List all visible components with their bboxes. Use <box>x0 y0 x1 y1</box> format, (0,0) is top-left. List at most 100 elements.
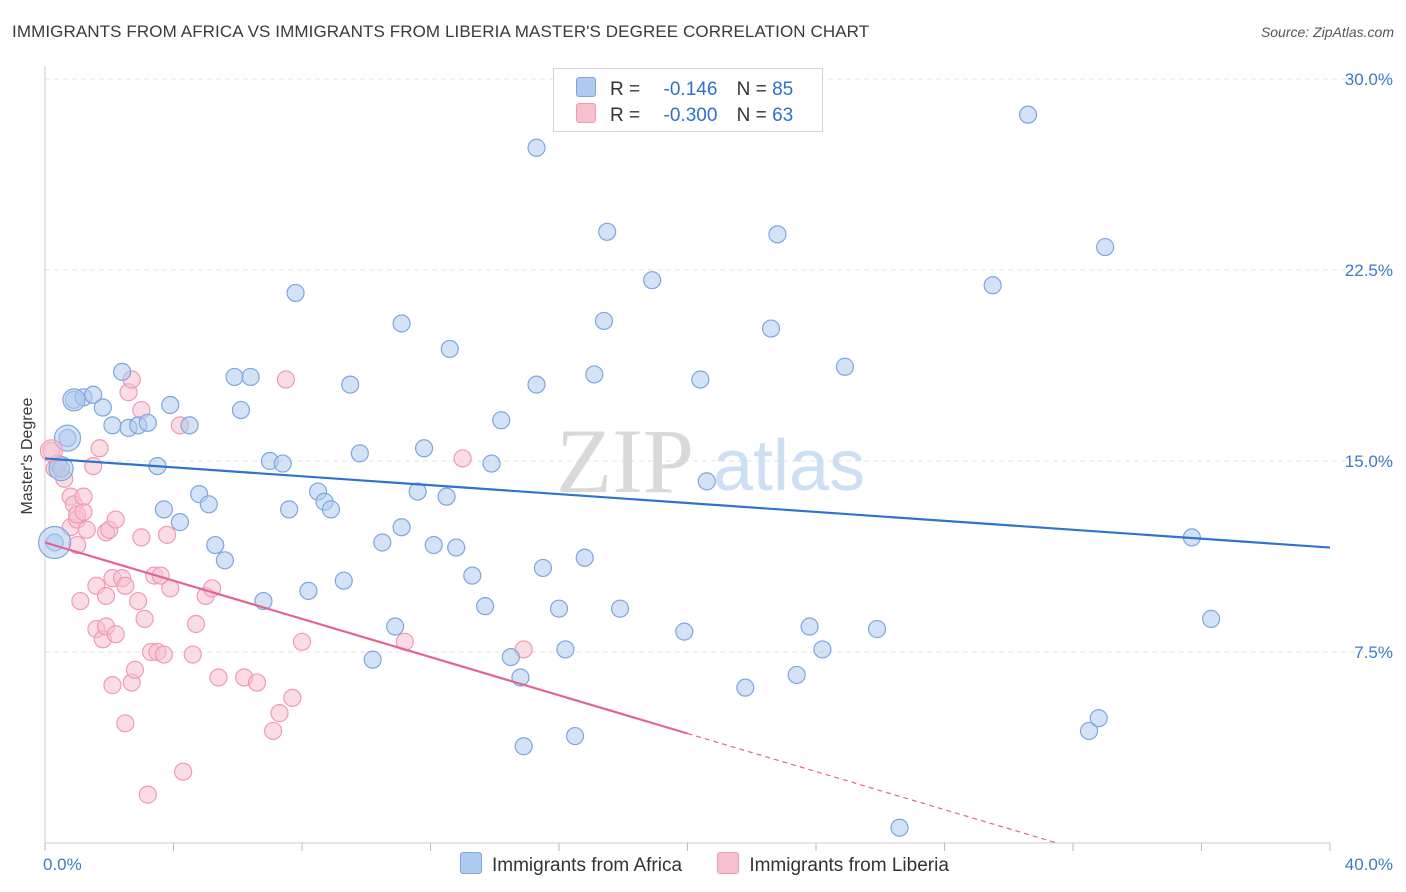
y-tick-label: 30.0% <box>1345 70 1393 89</box>
africa-point <box>482 454 501 473</box>
liberia-point <box>209 668 228 687</box>
africa-point <box>1202 609 1221 628</box>
africa-point <box>890 818 909 837</box>
liberia-point <box>138 785 157 804</box>
liberia-point <box>154 645 173 664</box>
legend-r-label: R = <box>610 79 641 100</box>
africa-point <box>334 571 353 590</box>
legend-africa-label: Immigrants from Africa <box>492 855 683 876</box>
legend-liberia-label: Immigrants from Liberia <box>749 855 949 876</box>
africa-point <box>225 367 244 387</box>
legend-r-value: -0.300 <box>663 105 718 126</box>
trend-layer <box>44 457 1331 844</box>
liberia-point <box>74 502 93 522</box>
africa-point <box>585 365 604 384</box>
liberia-point <box>96 586 116 606</box>
chart-title: IMMIGRANTS FROM AFRICA VS IMMIGRANTS FRO… <box>12 22 870 41</box>
africa-point <box>392 518 411 537</box>
africa-point <box>761 319 781 338</box>
y-tick-label: 7.5% <box>1354 643 1393 662</box>
liberia-point <box>283 688 302 707</box>
cluster-point <box>38 525 72 560</box>
africa-point <box>1089 709 1108 728</box>
africa-point <box>112 362 132 381</box>
liberia-point <box>151 566 170 585</box>
liberia-point <box>129 591 148 611</box>
liberia-point <box>106 510 125 529</box>
liberia-point <box>116 714 135 733</box>
africa-point <box>492 411 511 430</box>
africa-point <box>835 357 855 376</box>
grid-layer <box>45 78 1393 653</box>
africa-point <box>437 487 456 506</box>
africa-point <box>1018 105 1038 124</box>
liberia-point <box>276 370 296 389</box>
legend-n-label: N = <box>736 105 767 126</box>
legend-item-africa[interactable]: Immigrants from Africa <box>460 852 682 877</box>
legend-item-liberia[interactable]: Immigrants from Liberia <box>717 852 949 877</box>
africa-point <box>598 222 617 241</box>
liberia-point <box>125 660 145 679</box>
africa-point <box>565 726 585 746</box>
liberia-points <box>42 370 533 804</box>
africa-point <box>392 314 411 333</box>
liberia-point <box>135 609 154 628</box>
africa-point <box>800 617 819 636</box>
y-tick-label: 15.0% <box>1345 452 1393 471</box>
liberia-point <box>157 525 177 544</box>
liberia-point <box>292 632 312 651</box>
africa-point <box>867 619 887 639</box>
africa-point <box>273 454 292 473</box>
africa-point <box>440 339 459 359</box>
liberia-point <box>186 614 206 634</box>
legend-n-value: 63 <box>772 105 794 126</box>
africa-point <box>103 416 122 435</box>
liberia-legend-swatch <box>717 852 740 874</box>
africa-point <box>154 500 173 519</box>
liberia-point <box>77 520 96 539</box>
africa-point <box>1079 721 1099 741</box>
watermark-zip: ZIP <box>556 410 694 512</box>
africa-point <box>476 597 495 616</box>
africa-point <box>643 271 662 290</box>
liberia-point <box>247 673 267 692</box>
africa-point <box>215 551 234 570</box>
africa-point <box>84 385 103 404</box>
africa-point <box>527 375 546 394</box>
africa-point <box>736 678 755 697</box>
africa-point <box>549 599 569 618</box>
africa-point <box>1096 237 1115 257</box>
africa-swatch <box>576 77 596 97</box>
liberia-trend-line <box>44 541 688 735</box>
africa-point <box>533 558 553 578</box>
liberia-point <box>116 576 135 595</box>
x-tick-min: 0.0% <box>43 855 82 874</box>
liberia-point <box>453 449 472 468</box>
liberia-swatch <box>576 103 596 123</box>
liberia-point <box>263 721 283 741</box>
africa-point <box>594 311 614 331</box>
africa-point <box>556 640 575 659</box>
liberia-point <box>183 645 202 664</box>
africa-point <box>514 737 533 756</box>
liberia-trend-extension <box>687 732 1058 844</box>
africa-legend-swatch <box>460 852 482 874</box>
legend-n-value: 85 <box>772 79 794 100</box>
liberia-point <box>106 625 125 644</box>
africa-point <box>575 548 594 567</box>
africa-point <box>424 535 443 555</box>
africa-point <box>341 375 360 394</box>
liberia-point <box>74 487 93 506</box>
africa-point <box>286 283 305 303</box>
africa-point <box>199 495 218 514</box>
africa-point <box>350 444 369 463</box>
correlation-legend: R = -0.146 N = 85 R = -0.300 N = 63 <box>553 68 823 132</box>
africa-point <box>447 538 466 557</box>
africa-point <box>787 665 806 685</box>
africa-point <box>768 225 787 244</box>
africa-point <box>206 535 225 555</box>
chart-source: Source: ZipAtlas.com <box>1260 24 1394 40</box>
africa-point <box>501 647 520 667</box>
legend-r-label: R = <box>610 105 641 126</box>
legend-r-value: -0.146 <box>663 79 718 100</box>
